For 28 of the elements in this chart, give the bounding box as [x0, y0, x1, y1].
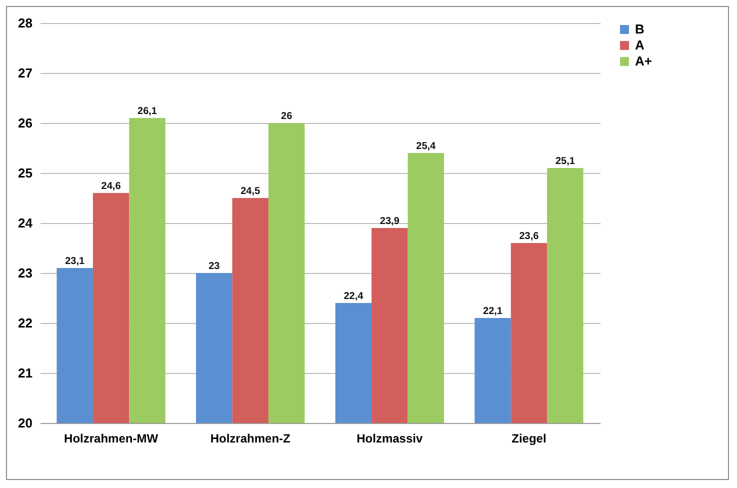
data-label: 22,1	[483, 306, 503, 317]
x-tick-label: Holzmassiv	[356, 432, 423, 446]
data-label: 25,4	[416, 141, 436, 152]
data-label: 23	[208, 261, 220, 272]
legend-label: B	[635, 22, 644, 36]
y-tick-label: 20	[18, 416, 32, 430]
legend-label: A	[635, 38, 645, 52]
legend-label: A+	[635, 54, 652, 68]
x-tick-label: Holzrahmen-Z	[210, 432, 290, 446]
data-label: 23,9	[380, 216, 400, 227]
y-tick-label: 21	[18, 366, 32, 380]
y-tick-label: 24	[18, 216, 34, 230]
data-label: 23,1	[65, 256, 85, 267]
y-tick-label: 22	[18, 316, 32, 330]
x-tick-label: Ziegel	[512, 432, 546, 446]
data-label: 26	[281, 111, 293, 122]
y-tick-label: 27	[18, 66, 32, 80]
x-tick-label: Holzrahmen-MW	[64, 432, 159, 446]
y-tick-label: 28	[18, 16, 32, 30]
data-label: 25,1	[555, 156, 576, 167]
data-label: 22,4	[344, 291, 364, 302]
y-tick-label: 23	[18, 266, 32, 280]
data-label: 26,1	[138, 106, 158, 117]
y-tick-label: 25	[18, 166, 32, 180]
y-tick-label: 26	[18, 116, 32, 130]
data-label: 24,6	[101, 181, 122, 192]
data-label: 24,5	[240, 186, 261, 197]
data-label: 23,6	[519, 231, 540, 242]
